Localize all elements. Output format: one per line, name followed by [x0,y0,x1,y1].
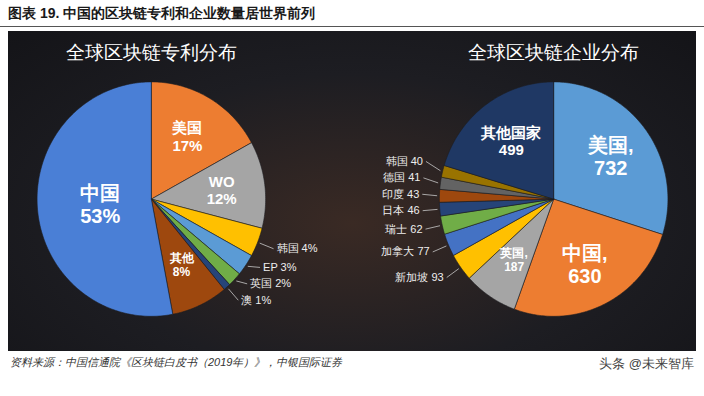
svg-text:加拿大 77: 加拿大 77 [381,245,429,257]
svg-text:美国,732: 美国,732 [587,134,634,179]
html-text:头条 @未来智库: 头条 @未来智库 [599,356,694,371]
svg-text:美国17%: 美国17% [171,119,202,153]
html-text:图表 19. 中国的区块链专利和企业数量居世界前列: 图表 19. 中国的区块链专利和企业数量居世界前列 [8,5,316,21]
svg-text:印度 43: 印度 43 [382,188,419,200]
svg-text:全球区块链专利分布: 全球区块链专利分布 [66,42,237,63]
svg-text:中国,630: 中国,630 [562,242,608,287]
svg-text:德国 41: 德国 41 [383,171,420,183]
svg-text:全球区块链企业分布: 全球区块链企业分布 [468,42,639,63]
svg-text:日本 46: 日本 46 [382,204,419,216]
svg-text:中国53%: 中国53% [80,182,120,227]
svg-text:其他8%: 其他8% [169,251,195,279]
html-text:资料来源：中国信通院《区块链白皮书（2019年）》，中银国际: 资料来源：中国信通院《区块链白皮书（2019年）》，中银国际证券 [10,356,343,368]
svg-text:EP 3%: EP 3% [263,261,297,273]
svg-text:新加坡 93: 新加坡 93 [395,271,443,283]
svg-text:瑞士 62: 瑞士 62 [385,223,422,235]
svg-text:英国,187: 英国,187 [499,246,527,274]
svg-text:英国 2%: 英国 2% [250,277,291,289]
svg-text:韩国 40: 韩国 40 [386,155,423,167]
svg-text:韩国 4%: 韩国 4% [277,242,318,254]
svg-text:澳 1%: 澳 1% [241,294,271,306]
svg-text:WO12%: WO12% [207,173,237,207]
svg-text:其他国家499: 其他国家499 [480,124,541,158]
